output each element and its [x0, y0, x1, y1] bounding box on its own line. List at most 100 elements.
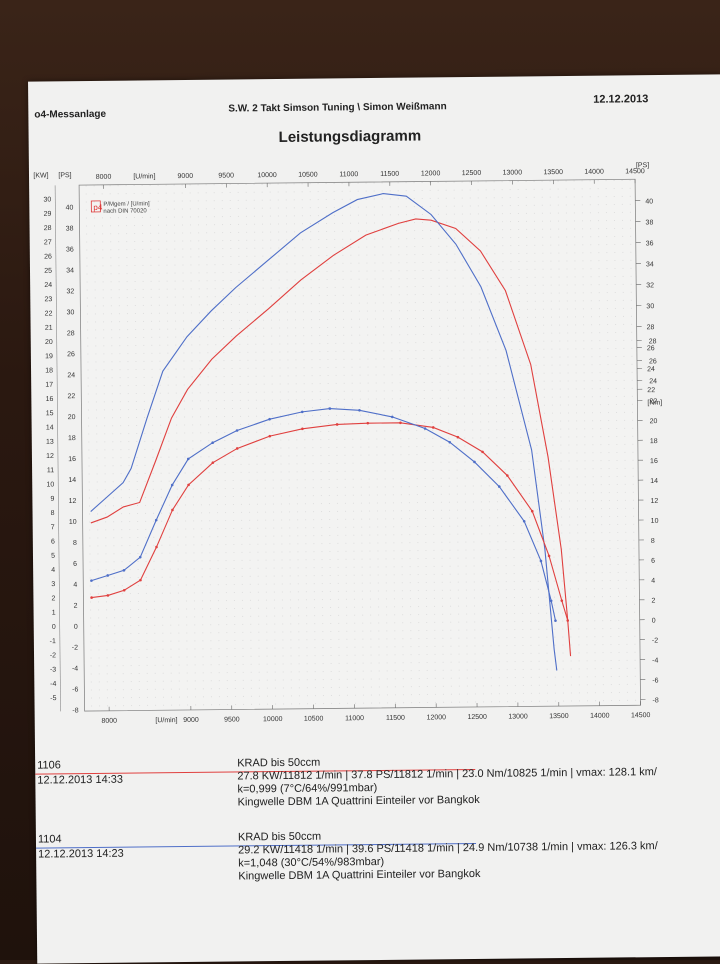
ps-tick-label: 16 [68, 456, 76, 463]
kw-tick-label: 27 [44, 239, 52, 246]
ps-tick-label: 36 [66, 246, 74, 253]
x-unit-top: [U/min] [133, 173, 155, 180]
x-unit-bottom: [U/min] [155, 717, 177, 724]
ps-tick-label: 0 [74, 624, 78, 631]
record-datetime: 12.12.2013 14:33 [37, 774, 123, 788]
nm-tick-label: 20 [650, 418, 658, 425]
ps-right-tick-label: 28 [647, 324, 655, 331]
ps-tick-label: 14 [68, 477, 76, 484]
ps-tick-label: 2 [74, 603, 78, 610]
kw-tick-label: 18 [45, 367, 53, 374]
x-tick-top-label: 13500 [543, 169, 563, 176]
ps-right-tick-label: 24 [647, 366, 655, 373]
nm-tick-label: 16 [650, 458, 658, 465]
x-tick-top-label: 12000 [421, 170, 441, 177]
header-left: o4-Messanlage [34, 109, 106, 121]
x-tick-bottom-label: 11000 [345, 715, 364, 722]
kw-tick-label: 4 [51, 567, 55, 574]
kw-tick-label: 20 [45, 339, 53, 346]
kw-tick-label: 13 [46, 439, 54, 446]
nm-tick-label: 2 [651, 598, 655, 605]
x-tick-bottom-label: 9500 [224, 716, 240, 723]
ps-right-tick-label: 22 [647, 387, 655, 394]
x-tick-bottom-label: 14000 [590, 713, 610, 720]
ps-tick-label: 26 [67, 351, 75, 358]
x-tick-top-label: 12500 [462, 170, 482, 177]
kw-tick-label: 9 [50, 496, 54, 503]
x-tick-bottom-label: 8000 [101, 718, 117, 725]
header-center: S.W. 2 Takt Simson Tuning \ Simon Weißma… [228, 101, 446, 114]
kw-tick-label: 0 [52, 624, 56, 631]
x-tick-bottom-label: 9000 [183, 717, 199, 724]
kw-tick-label: 7 [51, 524, 55, 531]
kw-tick-label: 24 [44, 282, 52, 289]
record-id: 1104 [38, 833, 62, 846]
record-description: Kingwelle DBM 1A Quattrini Einteiler vor… [238, 794, 480, 810]
kw-tick-label: 8 [51, 510, 55, 517]
kw-tick-label: 14 [46, 424, 54, 431]
nm-tick-label: 26 [649, 358, 657, 365]
ps-right-tick-label: 40 [645, 198, 653, 205]
kw-tick-label: 17 [45, 382, 53, 389]
kw-tick-label: 12 [46, 453, 54, 460]
ps-tick-label: 24 [67, 372, 75, 379]
ps-tick-label: 18 [68, 435, 76, 442]
ps-tick-label: 34 [66, 267, 74, 274]
kw-tick-label: 21 [45, 325, 53, 332]
x-tick-top-label: 13000 [503, 169, 523, 176]
plot-area [79, 179, 640, 711]
x-tick-top-label: 10500 [298, 172, 318, 179]
header-date: 12.12.2013 [593, 93, 648, 106]
ps-right-tick-label: 38 [645, 219, 653, 226]
legend-line1: P/Mgem / [U/min] [103, 201, 150, 207]
printout-paper: o4-Messanlage S.W. 2 Takt Simson Tuning … [28, 74, 720, 963]
nm-tick-label: -4 [652, 657, 658, 664]
ps-tick-label: 28 [67, 330, 75, 337]
record-class: KRAD bis 50ccm [237, 757, 320, 771]
nm-tick-label: 0 [652, 618, 656, 625]
nm-tick-label: 12 [650, 498, 658, 505]
x-tick-top-label: 8000 [96, 174, 112, 181]
legend-logo: p4 [93, 203, 103, 212]
ps-tick-label: -8 [72, 707, 78, 714]
ps-tick-label: 38 [66, 225, 74, 232]
x-tick-top-label: 14000 [584, 169, 604, 176]
ps-tick-label: 20 [68, 414, 76, 421]
nm-tick-label: 24 [649, 378, 657, 385]
ps-tick-label: 22 [67, 393, 75, 400]
kw-tick-label: 10 [46, 481, 54, 488]
kw-tick-label: 2 [51, 595, 55, 602]
kw-tick-label: 11 [47, 467, 54, 474]
ps-tick-label: 12 [69, 498, 77, 505]
ps-tick-label: -4 [72, 666, 78, 673]
kw-tick-label: 15 [46, 410, 54, 417]
nm-tick-label: 22 [649, 398, 657, 405]
ps-tick-label: -2 [72, 645, 78, 652]
ps-tick-label: 4 [73, 582, 77, 589]
nm-tick-label: 14 [650, 478, 658, 485]
x-tick-bottom-label: 12500 [467, 714, 487, 721]
x-tick-bottom-label: 13500 [549, 713, 569, 720]
record-id: 1106 [37, 759, 61, 772]
legend-line2: nach DIN 70020 [103, 208, 147, 214]
kw-tick-label: -1 [50, 638, 56, 645]
kw-unit-label: [KW] [33, 172, 48, 179]
nm-tick-label: -2 [652, 638, 658, 645]
kw-tick-label: -3 [50, 667, 56, 674]
kw-tick-label: 28 [44, 225, 52, 232]
x-tick-bottom-label: 14500 [631, 712, 651, 719]
kw-tick-label: 5 [51, 553, 55, 560]
ps-unit-label: [PS] [58, 172, 71, 179]
kw-tick-label: 22 [45, 310, 53, 317]
kw-tick-label: 3 [51, 581, 55, 588]
x-tick-bottom-label: 10000 [263, 716, 283, 723]
ps-tick-label: -6 [72, 687, 78, 694]
ps-tick-label: 10 [69, 519, 77, 526]
x-tick-top-label: 11500 [380, 171, 399, 178]
ps-right-unit: [PS] [636, 162, 649, 169]
nm-tick-label: 6 [651, 558, 655, 565]
ps-axis-line [55, 185, 61, 711]
ps-right-tick-label: 32 [646, 282, 654, 289]
kw-tick-label: 30 [43, 197, 51, 204]
